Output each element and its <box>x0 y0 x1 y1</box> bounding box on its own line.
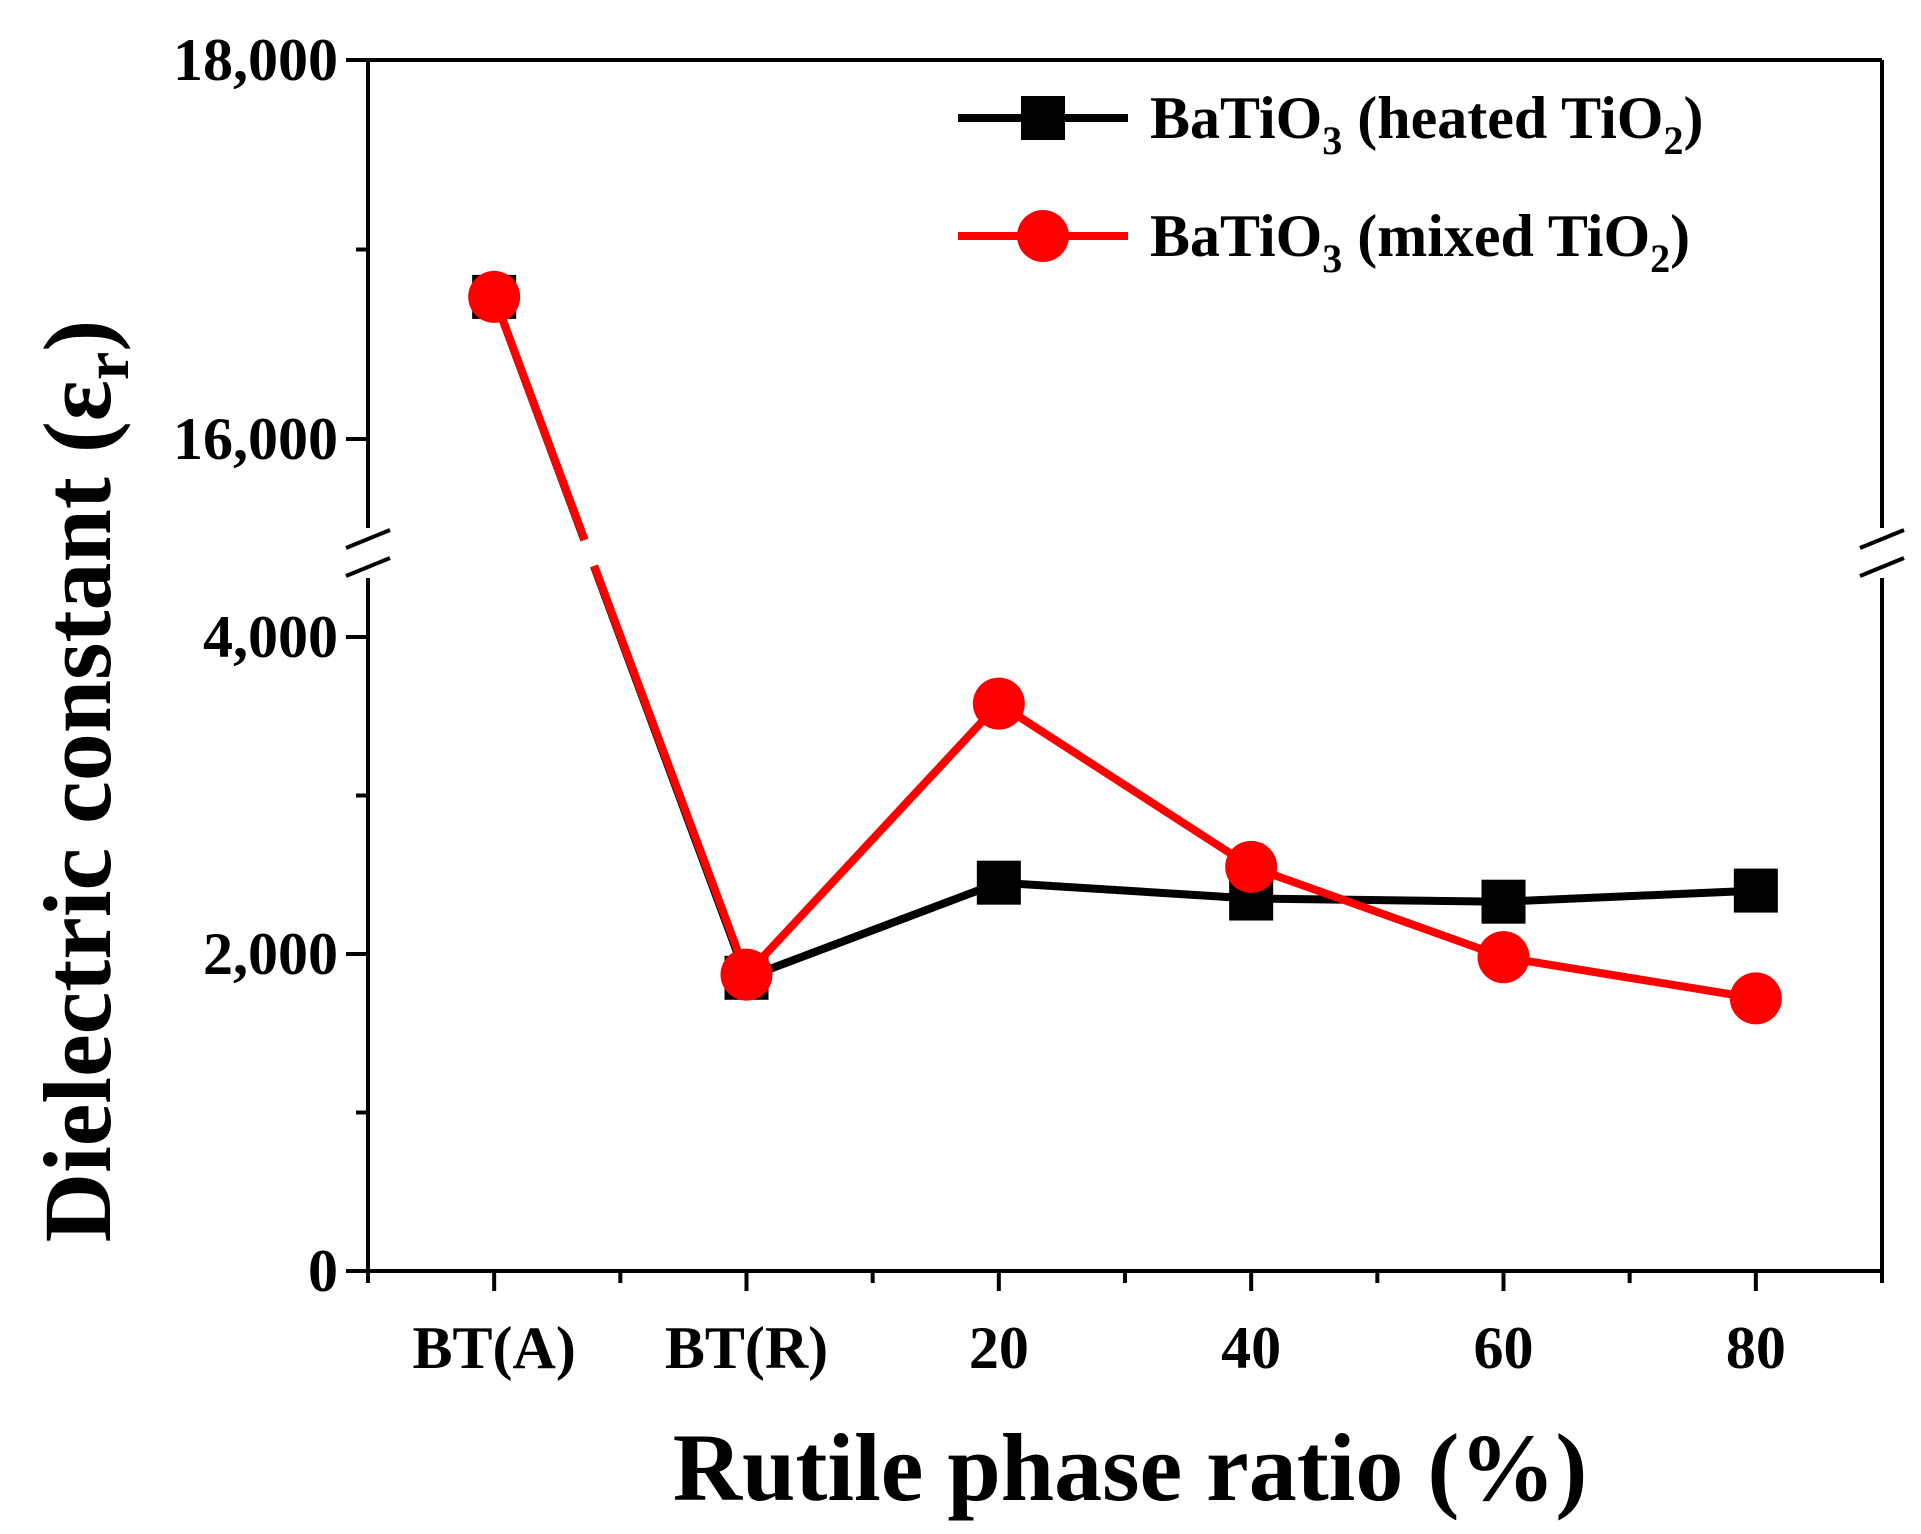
data-point-circle <box>1225 840 1278 893</box>
legend-label-part: 3 <box>1322 236 1342 281</box>
y-tick-label: 16,000 <box>173 406 338 472</box>
y-axis-title-close: ) <box>24 320 131 352</box>
legend-label-part: 2 <box>1663 118 1683 163</box>
series-line-segment <box>1502 953 1757 1003</box>
series-mixed <box>468 270 1782 1025</box>
series-line-segment <box>490 295 589 542</box>
legend-label-part: 2 <box>1650 236 1670 281</box>
series-heated <box>472 274 1778 1000</box>
x-tick-label: BT(R) <box>665 1315 828 1381</box>
legend-label-part: ) <box>1683 85 1703 151</box>
left-axis-break-mark <box>345 528 391 550</box>
y-axis-title-main: Dielectric constant (ε <box>24 380 131 1242</box>
x-tick-label: 40 <box>1221 1315 1281 1381</box>
y-ticks: 0 2,000 4,000 16,000 18,000 <box>173 27 368 1304</box>
data-point-square <box>976 860 1021 905</box>
y-tick-label: 18,000 <box>173 27 338 93</box>
legend: BaTiO3 (heated TiO2)BaTiO3 (mixed TiO2) <box>958 85 1703 281</box>
series-line-segment <box>998 878 1252 903</box>
series-line-segment <box>590 564 751 977</box>
legend-marker-square <box>1021 96 1065 140</box>
data-point-circle <box>1477 931 1530 984</box>
x-tick-label: 60 <box>1474 1315 1534 1381</box>
data-point-circle <box>720 948 773 1001</box>
series-line-segment <box>996 700 1254 871</box>
y-tick-label: 2,000 <box>203 921 338 987</box>
legend-marker-circle <box>1017 210 1069 262</box>
legend-label-part: (heated TiO <box>1342 85 1663 151</box>
x-axis-title: Rutile phase ratio (%) <box>673 1414 1588 1521</box>
legend-label: BaTiO3 (mixed TiO2) <box>1150 203 1690 281</box>
y-tick-label: 0 <box>308 1238 338 1304</box>
left-axis-break-mark <box>345 556 391 578</box>
right-axis-break-mark <box>1859 556 1905 578</box>
y-axis-title-sub: r <box>71 352 142 380</box>
legend-label-part: (mixed TiO <box>1342 203 1650 269</box>
series-line-segment <box>745 878 1001 982</box>
legend-label-part: 3 <box>1322 118 1342 163</box>
x-tick-label: 20 <box>969 1315 1029 1381</box>
y-tick-label: 4,000 <box>203 604 338 670</box>
x-tick-label: 80 <box>1726 1315 1786 1381</box>
legend-label: BaTiO3 (heated TiO2) <box>1150 85 1703 163</box>
series-line-segment <box>743 700 1002 978</box>
series-layer <box>468 270 1782 1025</box>
right-axis-break-mark <box>1859 528 1905 550</box>
legend-label-part: ) <box>1670 203 1690 269</box>
legend-label-part: BaTiO <box>1150 203 1322 269</box>
data-point-circle <box>972 677 1025 730</box>
data-point-square <box>1481 879 1526 924</box>
y-axis-title: Dielectric constant (εr) <box>24 320 142 1242</box>
x-ticks: BT(A) BT(R) 20 40 60 80 <box>366 1271 1884 1381</box>
series-line-segment <box>1251 894 1504 906</box>
data-point-circle <box>468 270 521 323</box>
series-line-segment <box>1249 863 1505 961</box>
series-line-segment <box>1503 886 1757 906</box>
legend-label-part: BaTiO <box>1150 85 1322 151</box>
data-point-square <box>1733 868 1778 913</box>
x-tick-label: BT(A) <box>412 1315 575 1381</box>
data-point-circle <box>1729 972 1782 1025</box>
